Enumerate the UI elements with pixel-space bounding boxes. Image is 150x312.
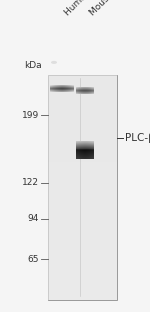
Text: Human Brain: Human Brain [63, 0, 111, 17]
Text: Mouse Brain: Mouse Brain [88, 0, 134, 17]
Text: kDa: kDa [24, 61, 42, 70]
Text: PLC-β1: PLC-β1 [124, 133, 150, 143]
Text: 65: 65 [27, 255, 39, 264]
Text: 199: 199 [22, 111, 39, 120]
Bar [48, 75, 117, 300]
Text: 94: 94 [28, 214, 39, 223]
Text: 122: 122 [22, 178, 39, 187]
Ellipse shape [51, 61, 57, 64]
